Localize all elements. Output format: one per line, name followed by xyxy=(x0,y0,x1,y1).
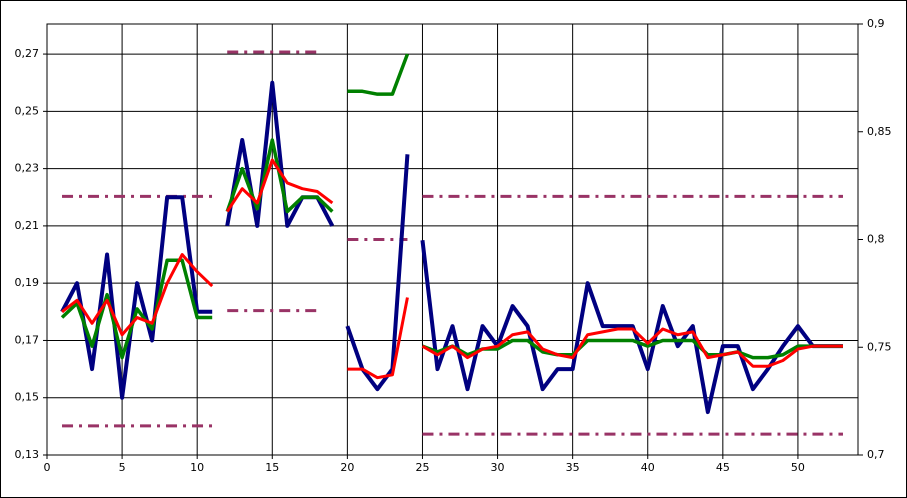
x-tick-label: 20 xyxy=(340,461,354,474)
series-line xyxy=(421,338,843,360)
plot-area xyxy=(47,24,858,455)
x-tick-label: 50 xyxy=(791,461,805,474)
y2-tick-label: 0,85 xyxy=(867,125,892,138)
series-line xyxy=(421,327,843,368)
series-line xyxy=(225,138,334,214)
x-tick-label: 0 xyxy=(44,461,51,474)
series-line xyxy=(345,154,410,392)
y-tick-label: 0,25 xyxy=(15,104,40,117)
y-tick-label: 0,21 xyxy=(15,219,40,232)
y2-tick-label: 0,8 xyxy=(867,233,885,246)
x-tick-label: 5 xyxy=(119,461,126,474)
series-line xyxy=(347,297,409,380)
y-tick-label: 0,23 xyxy=(15,162,40,175)
y-tick-label: 0,15 xyxy=(15,391,40,404)
y-tick-label: 0,13 xyxy=(15,448,40,461)
y-tick-label: 0,27 xyxy=(15,47,40,60)
x-tick-label: 30 xyxy=(491,461,505,474)
y-tick-label: 0,19 xyxy=(15,276,40,289)
series-line xyxy=(225,158,334,213)
y2-tick-label: 0,75 xyxy=(867,340,892,353)
y2-tick-label: 0,9 xyxy=(867,17,885,30)
plot-border xyxy=(46,23,859,456)
series-line xyxy=(60,195,213,400)
series-line xyxy=(61,253,214,337)
x-tick-label: 35 xyxy=(566,461,580,474)
x-tick-label: 40 xyxy=(641,461,655,474)
x-tick-label: 25 xyxy=(415,461,429,474)
y2-tick-label: 0,7 xyxy=(867,448,885,461)
x-tick-label: 45 xyxy=(716,461,730,474)
series-line xyxy=(420,239,843,415)
series-line xyxy=(60,258,213,360)
y-tick-label: 0,17 xyxy=(15,333,40,346)
x-tick-label: 10 xyxy=(190,461,204,474)
x-tick-label: 15 xyxy=(265,461,279,474)
series-line xyxy=(347,53,410,96)
